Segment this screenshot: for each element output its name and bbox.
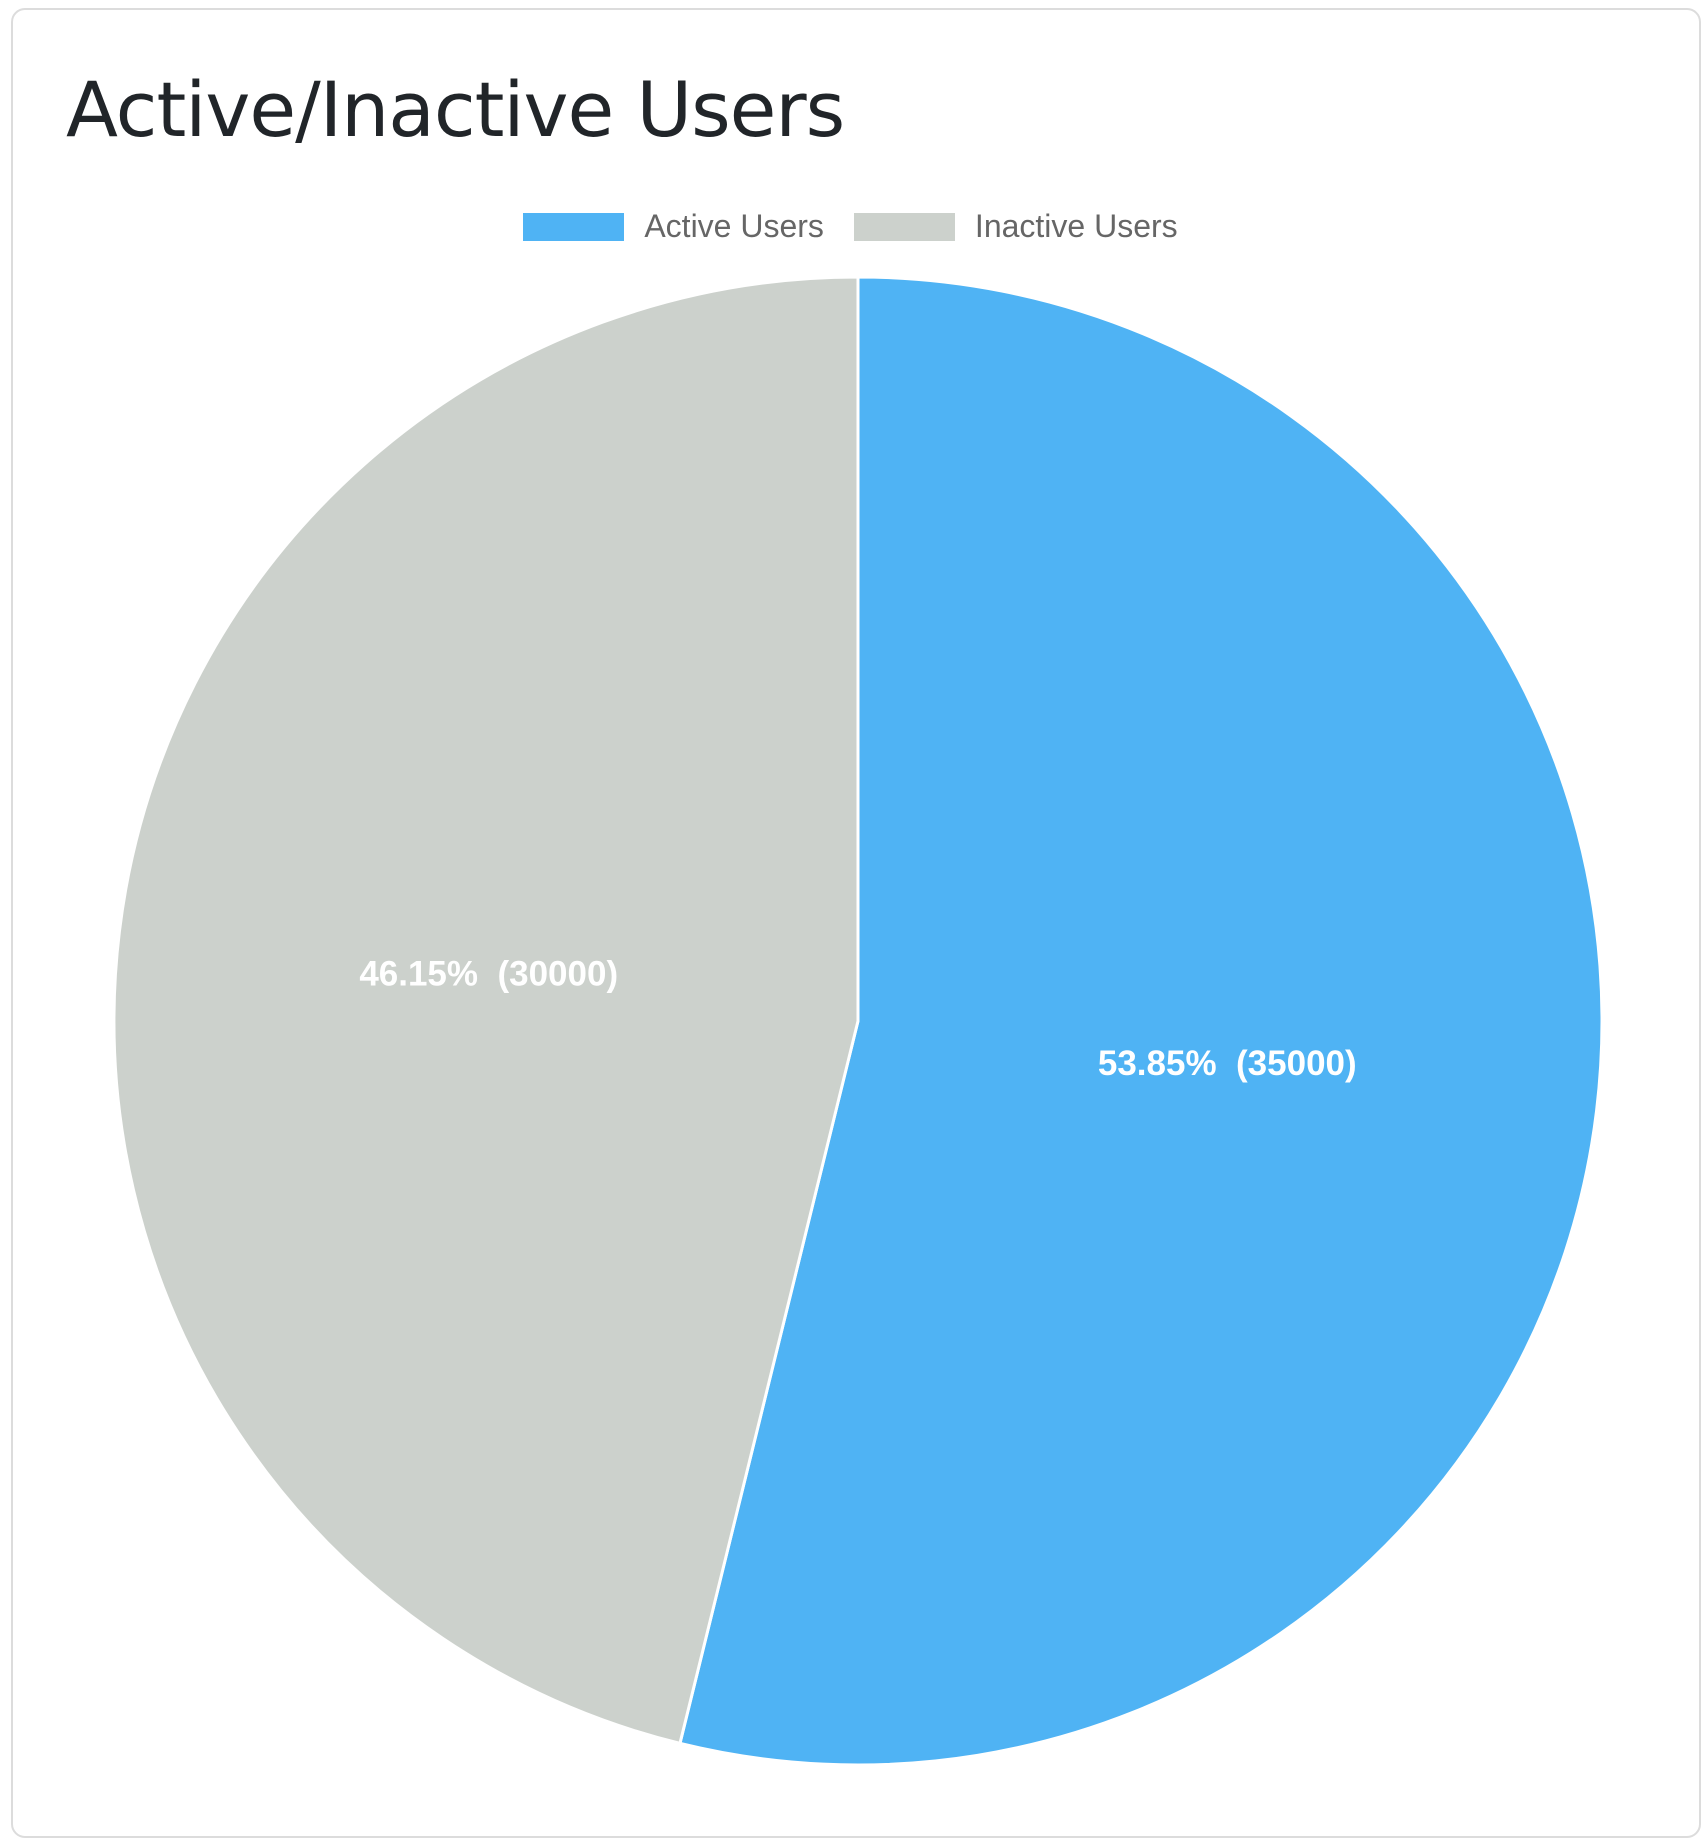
- pie-slice-labels: 53.85% (35000) 46.15% (30000): [359, 954, 1356, 1083]
- pie-slice-active-users[interactable]: [678, 275, 1604, 1767]
- slice-label-active-users: 53.85% (35000): [1098, 1044, 1357, 1083]
- chart-legend: Active Users Inactive Users: [0, 208, 1701, 245]
- legend-swatch-inactive-users: [853, 212, 955, 241]
- pie-slices: [112, 275, 1604, 1767]
- chart-title: Active/Inactive Users: [66, 65, 845, 154]
- legend-item-inactive-users[interactable]: Inactive Users: [853, 208, 1178, 245]
- legend-item-active-users[interactable]: Active Users: [523, 208, 824, 245]
- slice-label-inactive-users: 46.15% (30000): [359, 954, 618, 993]
- legend-swatch-active-users: [523, 212, 625, 241]
- legend-label-active-users: Active Users: [644, 208, 824, 244]
- pie-slice-inactive-users[interactable]: [112, 275, 860, 1746]
- legend-label-inactive-users: Inactive Users: [974, 208, 1178, 244]
